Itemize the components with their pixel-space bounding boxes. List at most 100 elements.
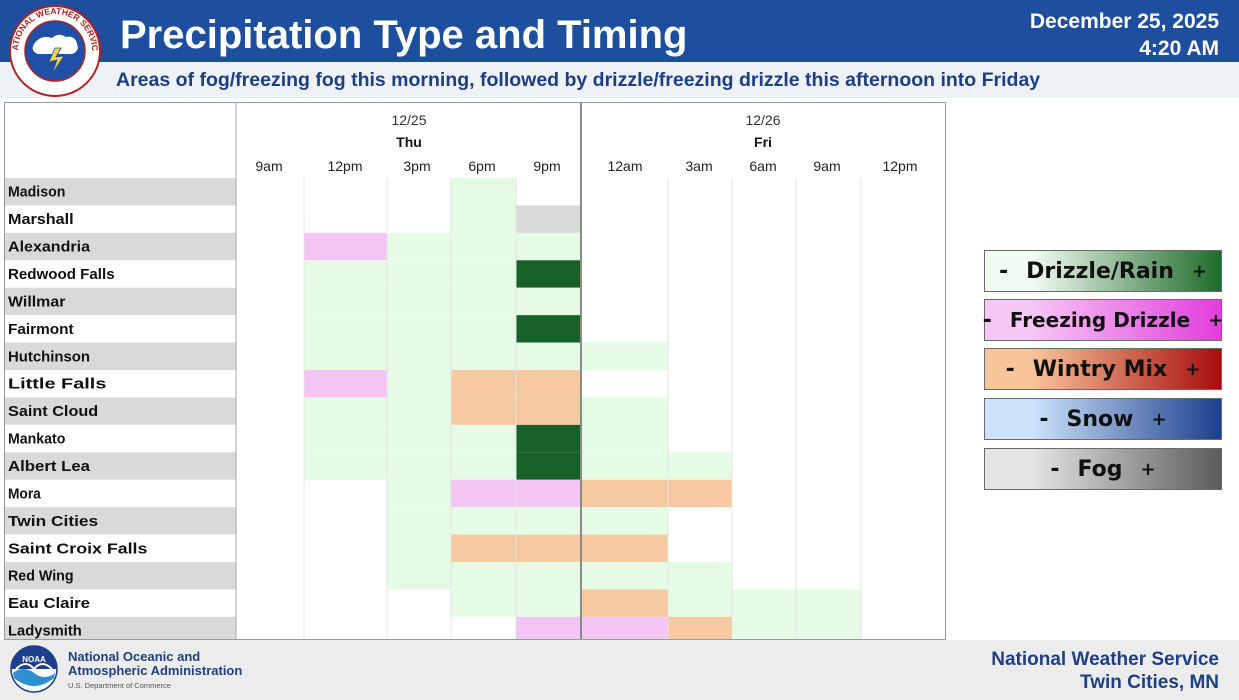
location-label-bg xyxy=(5,589,236,617)
forecast-cell xyxy=(304,370,387,398)
legend-minus: - xyxy=(982,307,992,333)
subtitle-bar xyxy=(0,62,1239,98)
forecast-cell xyxy=(516,424,581,453)
forecast-cell xyxy=(304,342,668,371)
forecast-cell xyxy=(304,424,516,453)
time-tick-label: 9am xyxy=(255,158,282,174)
legend-minus: - xyxy=(1039,406,1049,432)
noaa-logo-text: NOAA xyxy=(22,655,46,664)
location-label-bg xyxy=(5,315,236,343)
location-label-bg xyxy=(5,205,236,233)
legend-item: - Fog + xyxy=(984,448,1222,490)
forecast-cell xyxy=(304,232,387,261)
location-label: Willmar xyxy=(8,293,66,310)
location-label: Hutchinson xyxy=(8,348,90,365)
location-label: Mora xyxy=(8,485,41,502)
header-bar xyxy=(0,0,1239,62)
legend-item: - Drizzle/Rain + xyxy=(984,250,1222,292)
forecast-cell xyxy=(387,507,668,535)
forecast-cell xyxy=(668,616,732,639)
legend-plus: + xyxy=(1185,358,1201,380)
legend-minus: - xyxy=(999,258,1009,284)
location-label-bg xyxy=(5,232,236,261)
forecast-cell xyxy=(581,589,668,617)
forecast-cell xyxy=(304,260,516,288)
forecast-cell xyxy=(304,287,581,316)
legend-item: - Freezing Drizzle + xyxy=(982,299,1224,341)
legend-minus: - xyxy=(1050,456,1060,482)
legend-label: Freezing Drizzle xyxy=(1009,308,1191,332)
forecast-cell xyxy=(387,534,451,563)
forecast-cell xyxy=(581,479,732,508)
forecast-cell xyxy=(581,452,732,480)
issue-date: December 25, 2025 xyxy=(1029,10,1219,33)
noaa-logo-icon: NOAA xyxy=(10,645,58,693)
location-label-bg xyxy=(5,452,236,480)
location-label: Marshall xyxy=(8,211,74,228)
time-tick-label: 6pm xyxy=(468,158,495,174)
forecast-cell xyxy=(451,534,668,563)
noaa-name: National Oceanic and Atmospheric Adminis… xyxy=(68,650,242,678)
legend-minus: - xyxy=(1005,356,1015,382)
location-label: Fairmont xyxy=(8,321,74,338)
day-name-label: Thu xyxy=(396,134,422,150)
forecast-cell xyxy=(387,562,732,590)
forecast-summary: Areas of fog/freezing fog this morning, … xyxy=(116,69,1041,91)
forecast-cell xyxy=(387,232,581,261)
nws-office-line2: Twin Cities, MN xyxy=(1080,672,1219,693)
noaa-name-line2: Atmospheric Administration xyxy=(68,663,243,678)
location-label: Mankato xyxy=(8,431,65,448)
forecast-cell xyxy=(451,178,516,206)
location-label: Ladysmith xyxy=(8,623,82,639)
day-date-label: 12/25 xyxy=(391,112,426,128)
forecast-cell xyxy=(304,315,516,343)
legend-item: - Snow + xyxy=(984,398,1222,440)
location-label: Eau Claire xyxy=(8,595,90,612)
nws-logo-icon: NATIONAL WEATHER SERVICE xyxy=(8,4,101,97)
day-date-label: 12/26 xyxy=(745,112,780,128)
forecast-cell xyxy=(516,452,581,480)
day-name-label: Fri xyxy=(754,134,772,150)
location-label: Twin Cities xyxy=(8,513,98,530)
issue-time: 4:20 AM xyxy=(1139,37,1219,60)
time-tick-label: 9pm xyxy=(533,158,560,174)
location-label: Saint Cloud xyxy=(8,403,98,420)
legend-label: Fog xyxy=(1077,456,1123,482)
location-label-bg xyxy=(5,507,236,535)
forecast-cell xyxy=(387,370,451,398)
time-tick-label: 3pm xyxy=(403,158,430,174)
location-label-bg xyxy=(5,562,236,590)
time-tick-label: 3am xyxy=(685,158,712,174)
location-label-bg xyxy=(5,479,236,508)
forecast-cell xyxy=(581,424,668,453)
time-tick-label: 12pm xyxy=(327,158,362,174)
time-tick-label: 12am xyxy=(607,158,642,174)
location-label: Albert Lea xyxy=(8,458,91,475)
location-label-bg xyxy=(5,287,236,316)
time-tick-label: 6am xyxy=(749,158,776,174)
legend-label: Drizzle/Rain xyxy=(1026,258,1174,284)
location-label: Alexandria xyxy=(8,239,91,256)
location-label: Saint Croix Falls xyxy=(8,540,147,557)
location-label: Madison xyxy=(8,184,65,201)
location-label: Redwood Falls xyxy=(8,266,115,283)
forecast-cell xyxy=(304,452,516,480)
location-label-bg xyxy=(5,342,236,371)
location-label: Little Falls xyxy=(8,376,106,393)
time-tick-label: 9am xyxy=(813,158,840,174)
footer-bar xyxy=(0,640,1239,700)
precip-timing-chart: Madison Marshall Alexandria Redwood Falls Wi… xyxy=(4,102,946,640)
location-label-bg xyxy=(5,397,236,425)
location-label-bg xyxy=(5,616,236,639)
forecast-cell xyxy=(516,315,581,343)
forecast-cell xyxy=(516,616,668,639)
forecast-cell xyxy=(387,479,451,508)
noaa-name-line1: National Oceanic and xyxy=(68,649,201,664)
location-label-bg xyxy=(5,424,236,453)
forecast-cell xyxy=(451,205,516,233)
forecast-cell xyxy=(516,205,581,233)
legend-plus: + xyxy=(1208,309,1224,331)
legend-label: Snow xyxy=(1066,406,1134,432)
location-label-bg xyxy=(5,534,236,563)
forecast-cell xyxy=(581,397,668,425)
